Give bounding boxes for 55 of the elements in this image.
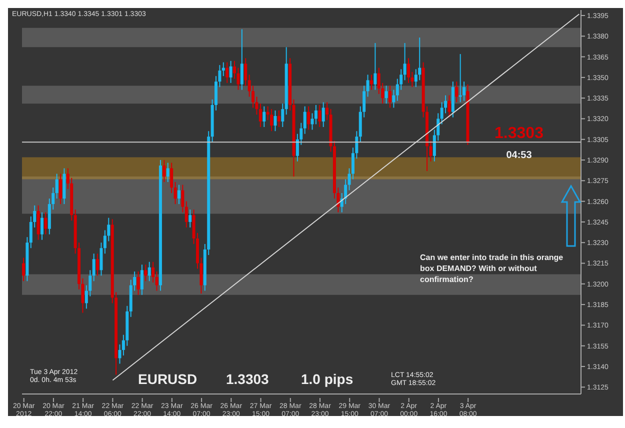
candlestick: [177, 184, 180, 205]
candlestick: [222, 62, 225, 77]
candlestick: [281, 103, 284, 128]
candlestick: [55, 173, 58, 200]
annotation: 04:53: [506, 150, 532, 161]
candlestick: [370, 74, 373, 90]
candlestick: [303, 106, 306, 134]
candlestick: [226, 62, 229, 84]
candlestick: [92, 253, 96, 282]
candlestick: [144, 264, 148, 282]
candlestick: [96, 253, 100, 276]
candlestick: [148, 261, 151, 282]
candlestick: [229, 60, 232, 84]
candlestick: [244, 58, 248, 86]
candlestick: [455, 81, 458, 103]
candlestick: [162, 160, 166, 183]
annotation: 1.0 pips: [301, 371, 354, 387]
candlestick: [388, 85, 392, 108]
candlestick: [374, 42, 377, 90]
candlestick: [392, 89, 396, 108]
candlestick: [152, 261, 155, 284]
candlestick: [448, 94, 451, 118]
candlestick: [240, 28, 244, 90]
candlestick: [166, 162, 170, 183]
candlestick: [184, 200, 188, 228]
candlestick: [36, 204, 40, 240]
candlestick: [181, 184, 184, 213]
candlestick: [322, 102, 325, 128]
annotation: EURUSD: [138, 371, 198, 387]
candlestick: [366, 74, 370, 98]
candlestick: [318, 104, 322, 128]
candlestick: [22, 257, 25, 282]
candlestick: [59, 173, 62, 205]
candlestick: [140, 264, 144, 296]
candlestick: [403, 42, 406, 81]
candlestick: [307, 106, 310, 130]
annotation: 1.3303: [226, 371, 270, 387]
candlestick: [270, 108, 274, 132]
candlestick: [100, 242, 103, 276]
candlestick: [40, 212, 44, 240]
ref-line-label: 1.3303: [494, 125, 544, 142]
candlestick: [136, 271, 140, 296]
candlestick: [170, 162, 174, 194]
candlestick: [262, 106, 266, 128]
candlestick: [384, 85, 388, 104]
candlestick: [277, 110, 280, 128]
annotation: Can we enter into trade in this orange box DEMAND? With or without confirmation?: [420, 253, 564, 284]
candlestick: [188, 209, 192, 228]
candlestick: [155, 271, 158, 292]
candlestick: [274, 110, 277, 132]
candlestick: [407, 58, 410, 84]
candlestick: [44, 212, 48, 235]
candlestick: [258, 103, 262, 128]
candlestick: [326, 102, 329, 121]
candlestick: [174, 182, 177, 205]
